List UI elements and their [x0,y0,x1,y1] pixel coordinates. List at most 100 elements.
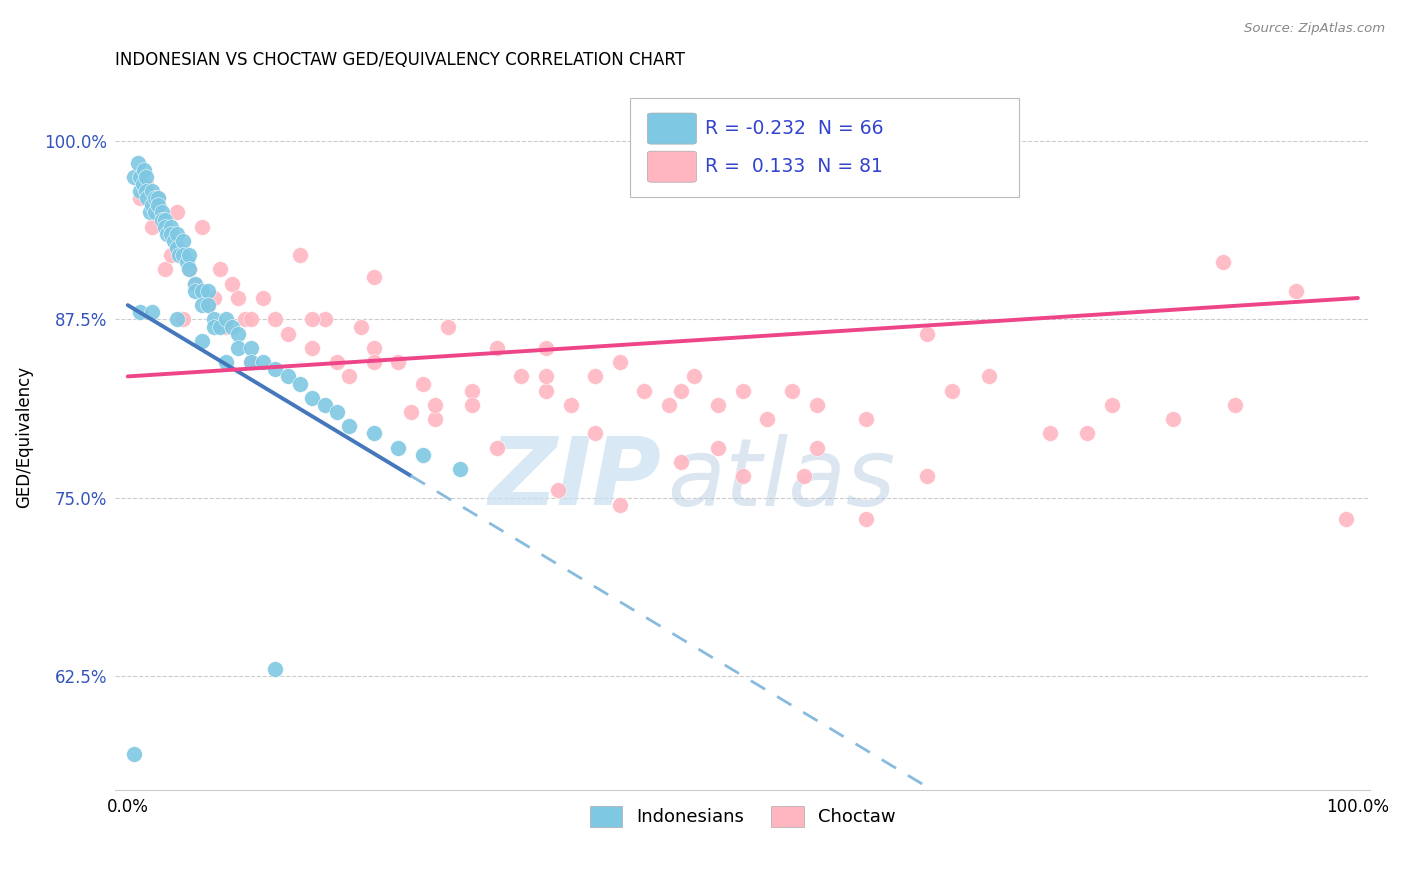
Point [190,298,212,312]
Point [1285,284,1308,298]
Point [301,341,323,355]
Point [425,398,447,412]
Point [671,384,693,398]
Point [176,255,198,269]
Point [184,277,207,291]
Point [682,369,704,384]
Point [127,155,149,169]
Point [387,355,409,369]
Point [264,312,287,326]
Point [658,398,681,412]
Point [277,369,299,384]
Point [941,384,963,398]
Point [1212,255,1234,269]
Point [314,312,336,326]
Point [671,455,693,469]
Point [547,483,569,498]
Point [301,391,323,405]
Point [197,284,219,298]
Point [159,248,181,262]
Point [141,184,163,198]
Point [239,312,262,326]
Point [485,341,508,355]
Point [166,312,188,326]
Point [215,312,238,326]
Point [609,355,631,369]
Point [288,376,311,391]
Point [560,398,582,412]
Point [159,227,181,241]
Point [208,319,231,334]
Point [148,191,170,205]
Point [208,262,231,277]
Point [288,248,311,262]
Point [141,305,163,319]
Point [461,384,484,398]
Point [917,326,939,341]
FancyBboxPatch shape [630,98,1019,197]
Point [202,291,225,305]
Point [633,384,655,398]
Point [534,369,557,384]
Point [534,384,557,398]
Point [166,241,188,255]
Point [233,312,256,326]
Point [461,398,484,412]
Point [150,212,173,227]
Point [122,169,145,184]
Point [172,248,194,262]
Point [387,441,409,455]
Point [449,462,471,476]
Point [609,498,631,512]
Point [239,355,262,369]
Point [583,426,606,441]
Point [139,205,162,219]
Point [806,398,828,412]
Point [135,184,157,198]
Point [780,384,803,398]
Point [485,441,508,455]
Point [855,512,877,526]
Point [129,184,152,198]
Point [221,277,243,291]
FancyBboxPatch shape [647,113,696,145]
Point [363,269,385,284]
Point [337,419,360,434]
Point [184,277,207,291]
Point [131,177,153,191]
Point [132,162,155,177]
Point [1101,398,1123,412]
Point [252,355,274,369]
Point [141,198,163,212]
Point [1039,426,1062,441]
FancyBboxPatch shape [647,151,696,182]
Point [1076,426,1098,441]
Point [153,219,176,234]
Y-axis label: GED/Equivalency: GED/Equivalency [15,366,32,508]
Point [141,219,163,234]
Point [1223,398,1246,412]
Point [172,234,194,248]
Point [977,369,1000,384]
Text: ZIP: ZIP [488,434,661,525]
Point [425,412,447,426]
Point [707,441,730,455]
Point [122,747,145,762]
Point [756,412,779,426]
Point [707,398,730,412]
Point [363,426,385,441]
Point [855,412,877,426]
Point [143,205,166,219]
Point [190,284,212,298]
Point [239,341,262,355]
Point [166,227,188,241]
Text: R =  0.133  N = 81: R = 0.133 N = 81 [706,157,883,177]
Point [169,248,191,262]
Point [510,369,533,384]
Point [215,319,238,334]
Point [399,405,422,419]
Text: INDONESIAN VS CHOCTAW GED/EQUIVALENCY CORRELATION CHART: INDONESIAN VS CHOCTAW GED/EQUIVALENCY CO… [115,51,686,69]
Point [806,441,828,455]
Point [166,205,188,219]
Point [202,319,225,334]
